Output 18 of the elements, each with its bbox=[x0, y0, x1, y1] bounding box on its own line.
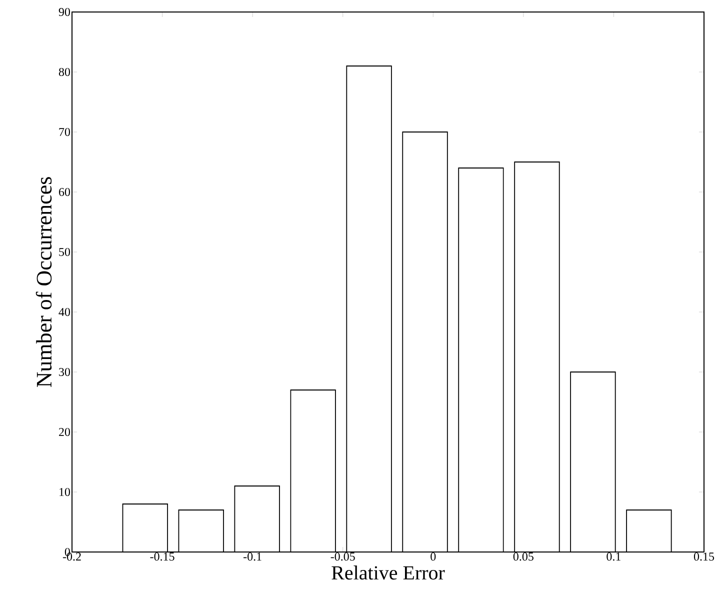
x-tick-label: -0.05 bbox=[330, 552, 355, 561]
x-tick-label: -0.1 bbox=[244, 552, 262, 561]
y-tick-label: 20 bbox=[59, 428, 70, 436]
x-tick-label: 0.05 bbox=[513, 552, 534, 561]
x-axis-title: Relative Error bbox=[332, 566, 445, 580]
y-tick-label: 70 bbox=[59, 128, 70, 136]
y-tick-label: 40 bbox=[58, 308, 70, 316]
y-tick-label: 90 bbox=[58, 8, 70, 16]
x-tick-label: 0 bbox=[430, 552, 436, 561]
y-tick-label: 30 bbox=[59, 368, 70, 376]
y-tick-label: 60 bbox=[58, 188, 70, 196]
y-tick-label: 80 bbox=[58, 68, 70, 76]
x-tick-label: -0.15 bbox=[150, 552, 174, 561]
x-tick-label: 0.15 bbox=[694, 552, 714, 561]
y-tick-label: 10 bbox=[60, 488, 70, 496]
y-axis-title: Number of Occurrences bbox=[36, 177, 52, 388]
x-tick-label: 0.1 bbox=[606, 552, 621, 561]
y-tick-label: 50 bbox=[59, 248, 70, 256]
